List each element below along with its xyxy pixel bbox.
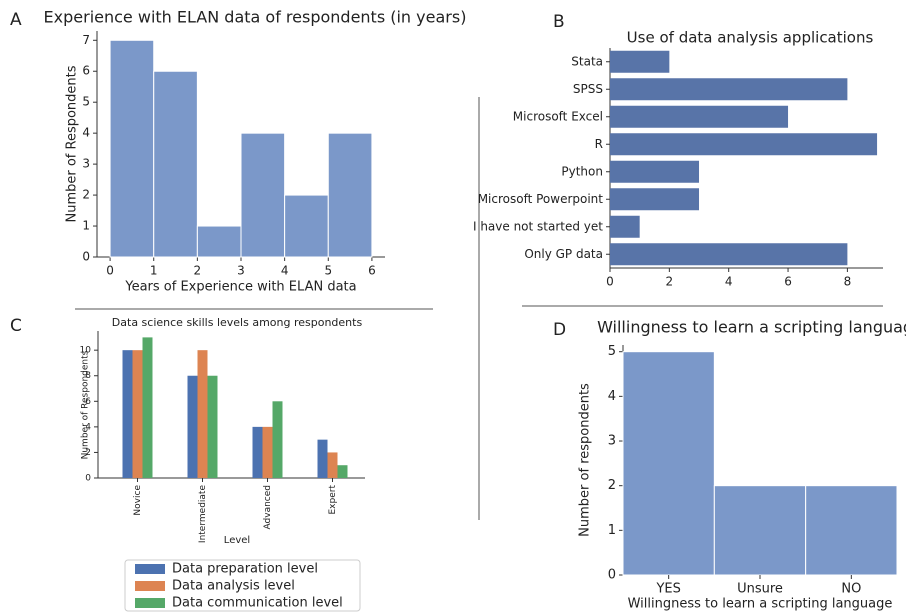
bar <box>196 225 242 258</box>
x-tick-label: 2 <box>194 264 202 278</box>
y-tick-label: 10 <box>80 346 92 356</box>
y-axis-label: Number of Respondents <box>65 65 80 222</box>
x-axis-label: Years of Experience with ELAN data <box>124 280 356 295</box>
bar <box>610 78 848 101</box>
bar <box>207 375 218 478</box>
bar <box>610 50 670 73</box>
bar <box>610 105 789 128</box>
x-tick-label: 4 <box>725 275 733 289</box>
x-tick-label: 2 <box>666 275 674 289</box>
x-tick-label: Novice <box>133 485 143 516</box>
x-tick-label: 1 <box>150 264 158 278</box>
y-tick-label: 2 <box>82 188 90 202</box>
chart-title: Data science skills levels among respond… <box>112 316 363 329</box>
y-tick-label: Microsoft Excel <box>513 109 603 123</box>
y-tick-label: 6 <box>82 64 90 78</box>
bar <box>240 132 286 258</box>
y-tick-label: 7 <box>82 33 90 47</box>
bar <box>610 215 640 238</box>
bar <box>284 194 329 258</box>
chart-title: Experience with ELAN data of respondents… <box>44 8 467 27</box>
y-tick-label: R <box>595 137 603 151</box>
y-tick-label: 8 <box>85 371 91 381</box>
y-tick-label: 0 <box>85 474 91 484</box>
y-tick-label: I have not started yet <box>473 219 603 233</box>
y-tick-label: Python <box>561 164 603 178</box>
bar <box>153 70 198 258</box>
legend <box>124 559 361 612</box>
y-tick-label: 1 <box>608 523 616 538</box>
chart-title: Use of data analysis applications <box>627 29 874 47</box>
y-tick-label: 4 <box>85 422 91 432</box>
bar <box>109 39 155 258</box>
y-tick-label: 3 <box>608 434 616 449</box>
x-axis-label: Willingness to learn a scripting languag… <box>628 597 893 612</box>
legend-swatch <box>135 564 165 574</box>
panel-label: D <box>553 320 566 340</box>
legend-swatch <box>135 598 165 608</box>
bar <box>197 350 208 478</box>
x-tick-label: 3 <box>237 264 245 278</box>
legend-label: Data preparation level <box>172 562 318 577</box>
x-tick-label: 6 <box>368 264 376 278</box>
y-tick-label: Microsoft Powerpoint <box>478 192 604 206</box>
x-tick-label: YES <box>655 582 680 597</box>
y-tick-label: Stata <box>571 54 603 68</box>
x-tick-label: Unsure <box>737 582 783 597</box>
bar <box>122 350 133 478</box>
bar <box>132 350 143 478</box>
x-tick-label: NO <box>841 582 861 597</box>
y-tick-label: 6 <box>85 397 91 407</box>
chart-title: Willingness to learn a scripting languag… <box>597 318 906 337</box>
panel-label: B <box>553 12 565 32</box>
bar <box>337 465 348 478</box>
legend-label: Data analysis level <box>172 579 295 594</box>
bar <box>327 132 373 258</box>
y-tick-label: 5 <box>82 95 90 109</box>
bar <box>142 337 153 478</box>
legend-label: Data communication level <box>172 596 343 611</box>
x-axis-label: Level <box>224 535 250 546</box>
y-tick-label: 4 <box>82 126 90 140</box>
bar <box>262 426 273 478</box>
y-tick-label: 4 <box>608 389 616 404</box>
bar <box>327 452 338 478</box>
bar <box>610 133 878 156</box>
bar <box>610 160 700 183</box>
y-tick-label: 0 <box>608 568 616 583</box>
bar <box>713 485 807 576</box>
y-tick-label: 2 <box>608 478 616 493</box>
panel-label: A <box>10 10 22 30</box>
y-tick-label: 2 <box>85 448 91 458</box>
y-tick-label: 5 <box>608 344 616 359</box>
x-tick-label: 0 <box>106 264 114 278</box>
bar <box>610 243 848 266</box>
legend-swatch <box>135 581 165 591</box>
y-tick-label: Only GP data <box>524 247 603 261</box>
bar <box>252 426 263 478</box>
x-tick-label: 8 <box>844 275 852 289</box>
bar <box>272 401 283 478</box>
y-tick-label: 0 <box>82 250 90 264</box>
x-tick-label: 4 <box>281 264 289 278</box>
panel-label: C <box>10 316 22 336</box>
y-tick-label: 3 <box>82 157 90 171</box>
y-axis-label: Number of Respondents <box>81 350 91 459</box>
x-tick-label: 0 <box>606 275 614 289</box>
bar <box>187 375 198 478</box>
x-tick-label: Advanced <box>263 485 273 529</box>
x-tick-label: Expert <box>328 485 338 515</box>
bar <box>610 188 700 211</box>
bar <box>317 439 328 478</box>
x-tick-label: 6 <box>784 275 792 289</box>
y-tick-label: 1 <box>82 219 90 233</box>
y-axis-label: Number of respondents <box>578 383 593 537</box>
y-tick-label: SPSS <box>573 82 603 96</box>
x-tick-label: Intermediate <box>198 485 208 544</box>
bar <box>622 351 715 576</box>
bar <box>805 485 898 576</box>
x-tick-label: 5 <box>324 264 332 278</box>
